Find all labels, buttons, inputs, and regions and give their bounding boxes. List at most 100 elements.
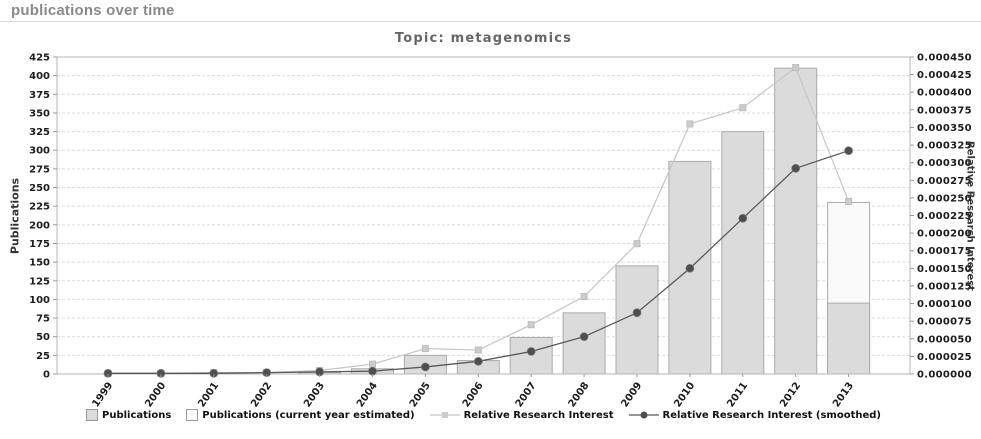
right-axis-tick-label: 0.000450	[917, 53, 972, 64]
rri-smoothed-point-2004	[368, 366, 377, 376]
page-title: publications over time	[11, 2, 175, 19]
right-axis-tick-label: 0.000025	[917, 352, 972, 363]
left-axis-tick-label: 300	[29, 146, 50, 157]
legend-item-3: Relative Research Interest	[429, 409, 614, 421]
x-axis-tick-label-1999: 1999	[90, 380, 115, 409]
left-axis-tick-label: 375	[29, 90, 50, 101]
right-axis-tick-label: 0.000250	[917, 193, 972, 204]
left-axis-tick-label: 400	[29, 71, 50, 82]
page-header: publications over time	[0, 0, 981, 22]
x-axis-tick-label-2008: 2008	[567, 380, 592, 409]
left-axis-tick-label: 0	[43, 370, 50, 381]
rri-point-2011	[739, 104, 747, 112]
right-axis-tick-label: 0.000175	[917, 246, 972, 257]
left-axis-tick-label: 425	[29, 53, 50, 64]
right-axis-tick-label: 0.000325	[917, 141, 972, 152]
x-axis-tick-label-2005: 2005	[408, 380, 433, 409]
legend-label: Relative Research Interest	[463, 409, 614, 421]
left-axis-tick-label: 225	[29, 202, 50, 213]
right-axis-tick-label: 0.000300	[917, 158, 972, 169]
right-axis-tick-label: 0.000075	[917, 317, 972, 328]
right-axis-tick-label: 0.000000	[917, 370, 972, 381]
right-axis-tick-label: 0.000400	[917, 88, 972, 99]
rri-smoothed-point-2013	[844, 146, 853, 156]
left-axis-tick-label: 150	[29, 258, 50, 269]
x-axis-tick-label-2001: 2001	[196, 380, 221, 409]
rri-point-2009	[633, 240, 641, 248]
left-axis-tick-label: 175	[29, 239, 50, 250]
rri-point-2013	[845, 197, 853, 205]
x-axis-tick-label-2007: 2007	[514, 380, 539, 409]
rri-smoothed-point-2009	[632, 308, 642, 318]
x-axis-tick-label-2011: 2011	[725, 380, 750, 409]
right-axis-tick-label: 0.000100	[917, 299, 972, 310]
left-axis-tick-label: 25	[36, 351, 50, 362]
right-axis-tick-label: 0.000050	[917, 334, 972, 345]
right-axis-tick-label: 0.000425	[917, 70, 972, 81]
x-axis-tick-label-2013: 2013	[831, 380, 856, 409]
rri-point-2010	[686, 120, 694, 128]
bar-2011	[721, 131, 765, 375]
x-axis-tick-label-2003: 2003	[302, 380, 327, 409]
bar-2009	[615, 265, 659, 375]
legend-marker	[640, 411, 647, 419]
rri-smoothed-point-2008	[579, 332, 589, 342]
rri-smoothed-point-2005	[421, 362, 430, 372]
rri-point-2006	[474, 346, 482, 354]
rri-smoothed-point-2000	[156, 368, 166, 378]
left-axis-tick-label: 275	[29, 164, 50, 175]
chart-title: Topic: metagenomics	[394, 31, 573, 46]
y-axis-title-right: Relative Research Interest	[964, 141, 976, 291]
x-axis-tick-label-2010: 2010	[672, 380, 697, 409]
bar-2012	[774, 67, 818, 375]
legend-item-1: Publications	[86, 409, 171, 421]
rri-smoothed-point-2012	[791, 163, 801, 173]
left-axis-tick-label: 75	[36, 314, 50, 325]
rri-smoothed-point-2011	[738, 213, 748, 223]
right-axis-tick-label: 0.000200	[917, 229, 972, 240]
rri-smoothed-point-2001	[209, 368, 219, 378]
legend-item-2: Publications (current year estimated)	[186, 409, 415, 421]
rri-point-2004	[369, 360, 376, 368]
right-axis-tick-label: 0.000225	[917, 211, 972, 222]
bar-2013	[827, 302, 871, 375]
x-axis-tick-label-2004: 2004	[355, 380, 380, 409]
left-axis-tick-label: 200	[29, 220, 50, 231]
left-axis-tick-label: 100	[29, 295, 50, 306]
rri-point-2007	[527, 321, 535, 329]
x-axis-tick-label-2012: 2012	[778, 380, 803, 409]
legend-line-sample	[628, 411, 659, 419]
legend-item-4: Relative Research Interest (smoothed)	[628, 409, 882, 421]
legend-label: Publications (current year estimated)	[202, 409, 415, 421]
legend-marker	[441, 412, 448, 418]
left-axis-tick-label: 250	[29, 183, 50, 194]
legend-label: Publications	[102, 409, 172, 421]
right-axis-tick-label: 0.000150	[917, 264, 972, 275]
legend-swatch-square	[186, 409, 199, 421]
y-axis-title-left: Publications	[8, 177, 22, 255]
chart-legend: Publications Publications (current year e…	[57, 409, 910, 421]
right-axis-tick-label: 0.000125	[917, 281, 972, 292]
x-axis-tick-label-2000: 2000	[143, 380, 168, 409]
rri-smoothed-point-2006	[473, 356, 483, 366]
rri-point-2008	[580, 293, 588, 301]
left-axis-tick-label: 50	[36, 332, 50, 343]
right-axis-tick-label: 0.000350	[917, 123, 972, 134]
legend-swatch-square	[86, 409, 98, 421]
left-axis-tick-label: 125	[29, 276, 50, 287]
left-axis-tick-label: 325	[29, 127, 50, 138]
right-axis-tick-label: 0.000275	[917, 176, 972, 187]
legend-label: Relative Research Interest (smoothed)	[662, 409, 882, 421]
x-axis-tick-label-2006: 2006	[461, 380, 486, 409]
rri-smoothed-point-2007	[526, 347, 536, 356]
plot-area: 0 25 50 75 100 125 150 175 200 225 250 275 300 325 350…	[29, 53, 972, 410]
rri-smoothed-point-1999	[103, 368, 113, 378]
rri-point-2012	[792, 64, 800, 72]
rri-smoothed-point-2010	[685, 263, 695, 273]
right-axis-tick-label: 0.000375	[917, 105, 972, 116]
legend-line-sample	[429, 412, 460, 418]
bar-2008	[562, 312, 606, 375]
left-axis-tick-label: 350	[29, 108, 50, 119]
